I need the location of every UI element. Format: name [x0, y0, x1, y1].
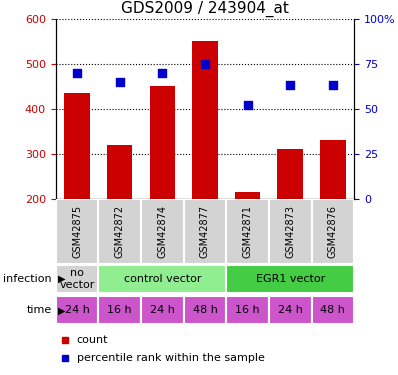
- Bar: [56, 265, 98, 293]
- Point: [117, 79, 123, 85]
- Bar: [277, 149, 303, 199]
- Bar: [98, 265, 226, 293]
- Bar: [192, 41, 218, 199]
- Bar: [312, 296, 354, 324]
- Text: GSM42875: GSM42875: [72, 205, 82, 258]
- Text: ▶: ▶: [58, 305, 65, 315]
- Text: 16 h: 16 h: [107, 305, 132, 315]
- Bar: [56, 296, 98, 324]
- Bar: [56, 199, 98, 264]
- Text: 24 h: 24 h: [64, 305, 90, 315]
- Text: percentile rank within the sample: percentile rank within the sample: [77, 353, 265, 363]
- Text: 48 h: 48 h: [193, 305, 217, 315]
- Bar: [183, 199, 226, 264]
- Bar: [98, 199, 141, 264]
- Text: time: time: [27, 305, 52, 315]
- Bar: [226, 265, 354, 293]
- Bar: [183, 296, 226, 324]
- Point: [244, 102, 251, 108]
- Bar: [312, 199, 354, 264]
- Text: GSM42873: GSM42873: [285, 205, 295, 258]
- Text: GSM42872: GSM42872: [115, 205, 125, 258]
- Bar: [150, 86, 175, 199]
- Text: count: count: [77, 334, 108, 345]
- Bar: [98, 296, 141, 324]
- Bar: [269, 199, 312, 264]
- Text: GSM42874: GSM42874: [157, 205, 167, 258]
- Point: [330, 82, 336, 88]
- Bar: [64, 93, 90, 199]
- Text: EGR1 vector: EGR1 vector: [256, 274, 325, 284]
- Bar: [141, 296, 183, 324]
- Text: no
vector: no vector: [59, 268, 95, 290]
- Text: GSM42871: GSM42871: [243, 205, 253, 258]
- Bar: [226, 296, 269, 324]
- Text: 16 h: 16 h: [235, 305, 260, 315]
- Point: [159, 70, 166, 76]
- Bar: [141, 199, 183, 264]
- Text: 24 h: 24 h: [150, 305, 175, 315]
- Text: ▶: ▶: [58, 274, 65, 284]
- Text: GSM42876: GSM42876: [328, 205, 338, 258]
- Bar: [320, 140, 346, 199]
- Bar: [107, 145, 133, 199]
- Title: GDS2009 / 243904_at: GDS2009 / 243904_at: [121, 1, 289, 17]
- Text: 24 h: 24 h: [278, 305, 303, 315]
- Point: [202, 61, 208, 67]
- Bar: [235, 192, 260, 199]
- Bar: [269, 296, 312, 324]
- Point: [74, 70, 80, 76]
- Point: [287, 82, 293, 88]
- Text: infection: infection: [3, 274, 52, 284]
- Text: control vector: control vector: [123, 274, 201, 284]
- Bar: [226, 199, 269, 264]
- Text: 48 h: 48 h: [320, 305, 345, 315]
- Text: GSM42877: GSM42877: [200, 205, 210, 258]
